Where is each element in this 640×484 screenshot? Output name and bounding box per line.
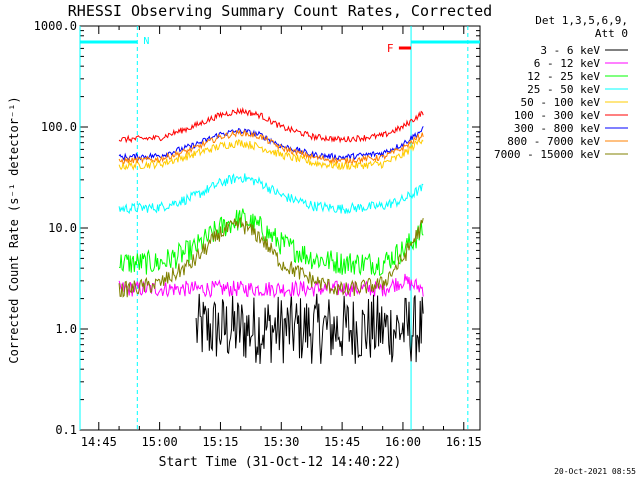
- x-tick-label: 16:15: [446, 435, 482, 449]
- legend-entry-label: 50 - 100 keV: [521, 96, 601, 109]
- legend-entry-label: 3 - 6 keV: [540, 44, 600, 57]
- generation-timestamp: 20-Oct-2021 08:55: [554, 467, 636, 476]
- x-tick-label: 15:15: [202, 435, 238, 449]
- legend-entry-label: 100 - 300 keV: [514, 109, 600, 122]
- y-tick-label: 1000.0: [34, 19, 77, 33]
- legend-entry-label: 25 - 50 keV: [527, 83, 600, 96]
- series-line-4: [118, 173, 424, 215]
- series-line-8: [118, 129, 424, 165]
- series-line-3: [119, 208, 424, 277]
- legend-header-line-1: Det 1,3,5,6,9,: [535, 14, 628, 27]
- series-line-2: [118, 273, 424, 299]
- x-tick-label: 15:30: [263, 435, 299, 449]
- legend-entry-label: 800 - 7000 keV: [507, 135, 600, 148]
- series-line-5: [118, 138, 424, 171]
- y-axis-label: Corrected Count Rate (s⁻¹ detector⁻¹): [7, 96, 21, 363]
- x-tick-label: 14:45: [81, 435, 117, 449]
- night-label: N: [143, 36, 149, 47]
- y-tick-label: 1.0: [55, 322, 77, 336]
- flag-label: F: [387, 42, 394, 55]
- legend-header-line-2: Att 0: [595, 27, 628, 40]
- plot-area: 0.1 1.0 10.0 100.0 1000.0 14:45 15:00 15:15 15:3…: [34, 19, 482, 449]
- legend-entry-label: 6 - 12 keV: [534, 57, 601, 70]
- legend-entry-label: 12 - 25 keV: [527, 70, 600, 83]
- series-line-9: [118, 217, 424, 298]
- series-line-7: [118, 126, 424, 162]
- y-tick-label: 100.0: [41, 120, 77, 134]
- legend-entry-label: 300 - 800 keV: [514, 122, 600, 135]
- x-tick-label: 15:45: [324, 435, 360, 449]
- legend-entry-label: 7000 - 15000 keV: [494, 148, 600, 161]
- series-line-1: [195, 293, 424, 365]
- chart-title: RHESSI Observing Summary Count Rates, Co…: [68, 2, 492, 20]
- x-axis-label: Start Time (31-Oct-12 14:40:22): [159, 455, 402, 470]
- series-line-6: [118, 106, 424, 144]
- y-tick-label: 10.0: [48, 221, 77, 235]
- y-tick-label: 0.1: [55, 423, 77, 437]
- x-tick-label: 16:00: [385, 435, 421, 449]
- x-tick-label: 15:00: [142, 435, 178, 449]
